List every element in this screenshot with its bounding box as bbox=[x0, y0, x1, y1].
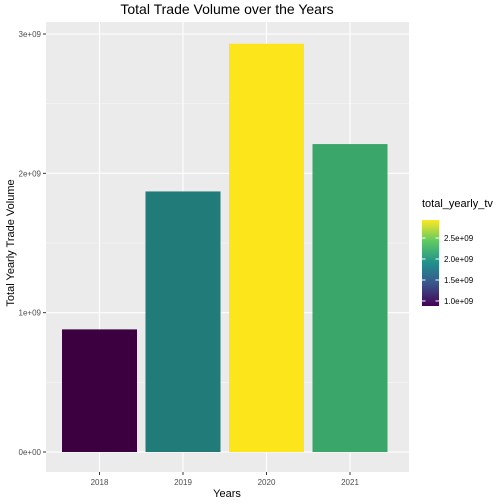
y-tick-label: 2e+09 bbox=[19, 169, 42, 178]
y-tick-label: 3e+09 bbox=[19, 30, 42, 39]
y-tick-label: 1e+09 bbox=[19, 309, 42, 318]
legend-tick-label: 1.0e+09 bbox=[444, 297, 474, 306]
bar-2020 bbox=[229, 43, 304, 453]
y-axis-title: Total Yearly Trade Volume bbox=[5, 179, 17, 306]
x-tick-label: 2019 bbox=[174, 478, 192, 487]
legend-ticks: 1.0e+09 1.5e+09 2.0e+09 2.5e+09 bbox=[422, 234, 474, 306]
legend-colorbar bbox=[422, 220, 439, 306]
bar-2019 bbox=[145, 191, 221, 453]
x-tick-label: 2021 bbox=[341, 478, 359, 487]
x-axis-title: Years bbox=[213, 488, 241, 500]
legend-tick-label: 2.5e+09 bbox=[444, 234, 474, 243]
legend: total_yearly_tv 1.0e+09 1.5e+09 2.0e+09 2.5… bbox=[422, 198, 493, 306]
bars bbox=[62, 43, 388, 453]
bar-2018 bbox=[62, 329, 137, 452]
legend-tick-label: 1.5e+09 bbox=[444, 276, 474, 285]
legend-tick-label: 2.0e+09 bbox=[444, 255, 474, 264]
plot-panel bbox=[46, 22, 409, 472]
x-tick-label: 2020 bbox=[258, 478, 276, 487]
y-axis: 0e+00 1e+09 2e+09 3e+09 bbox=[19, 30, 46, 457]
y-tick-label: 0e+00 bbox=[19, 448, 42, 457]
chart-title: Total Trade Volume over the Years bbox=[120, 1, 333, 17]
bar-2021 bbox=[312, 144, 388, 452]
x-axis: 2018 2019 2020 2021 bbox=[91, 472, 359, 487]
x-tick-label: 2018 bbox=[91, 478, 109, 487]
legend-title: total_yearly_tv bbox=[422, 198, 493, 210]
